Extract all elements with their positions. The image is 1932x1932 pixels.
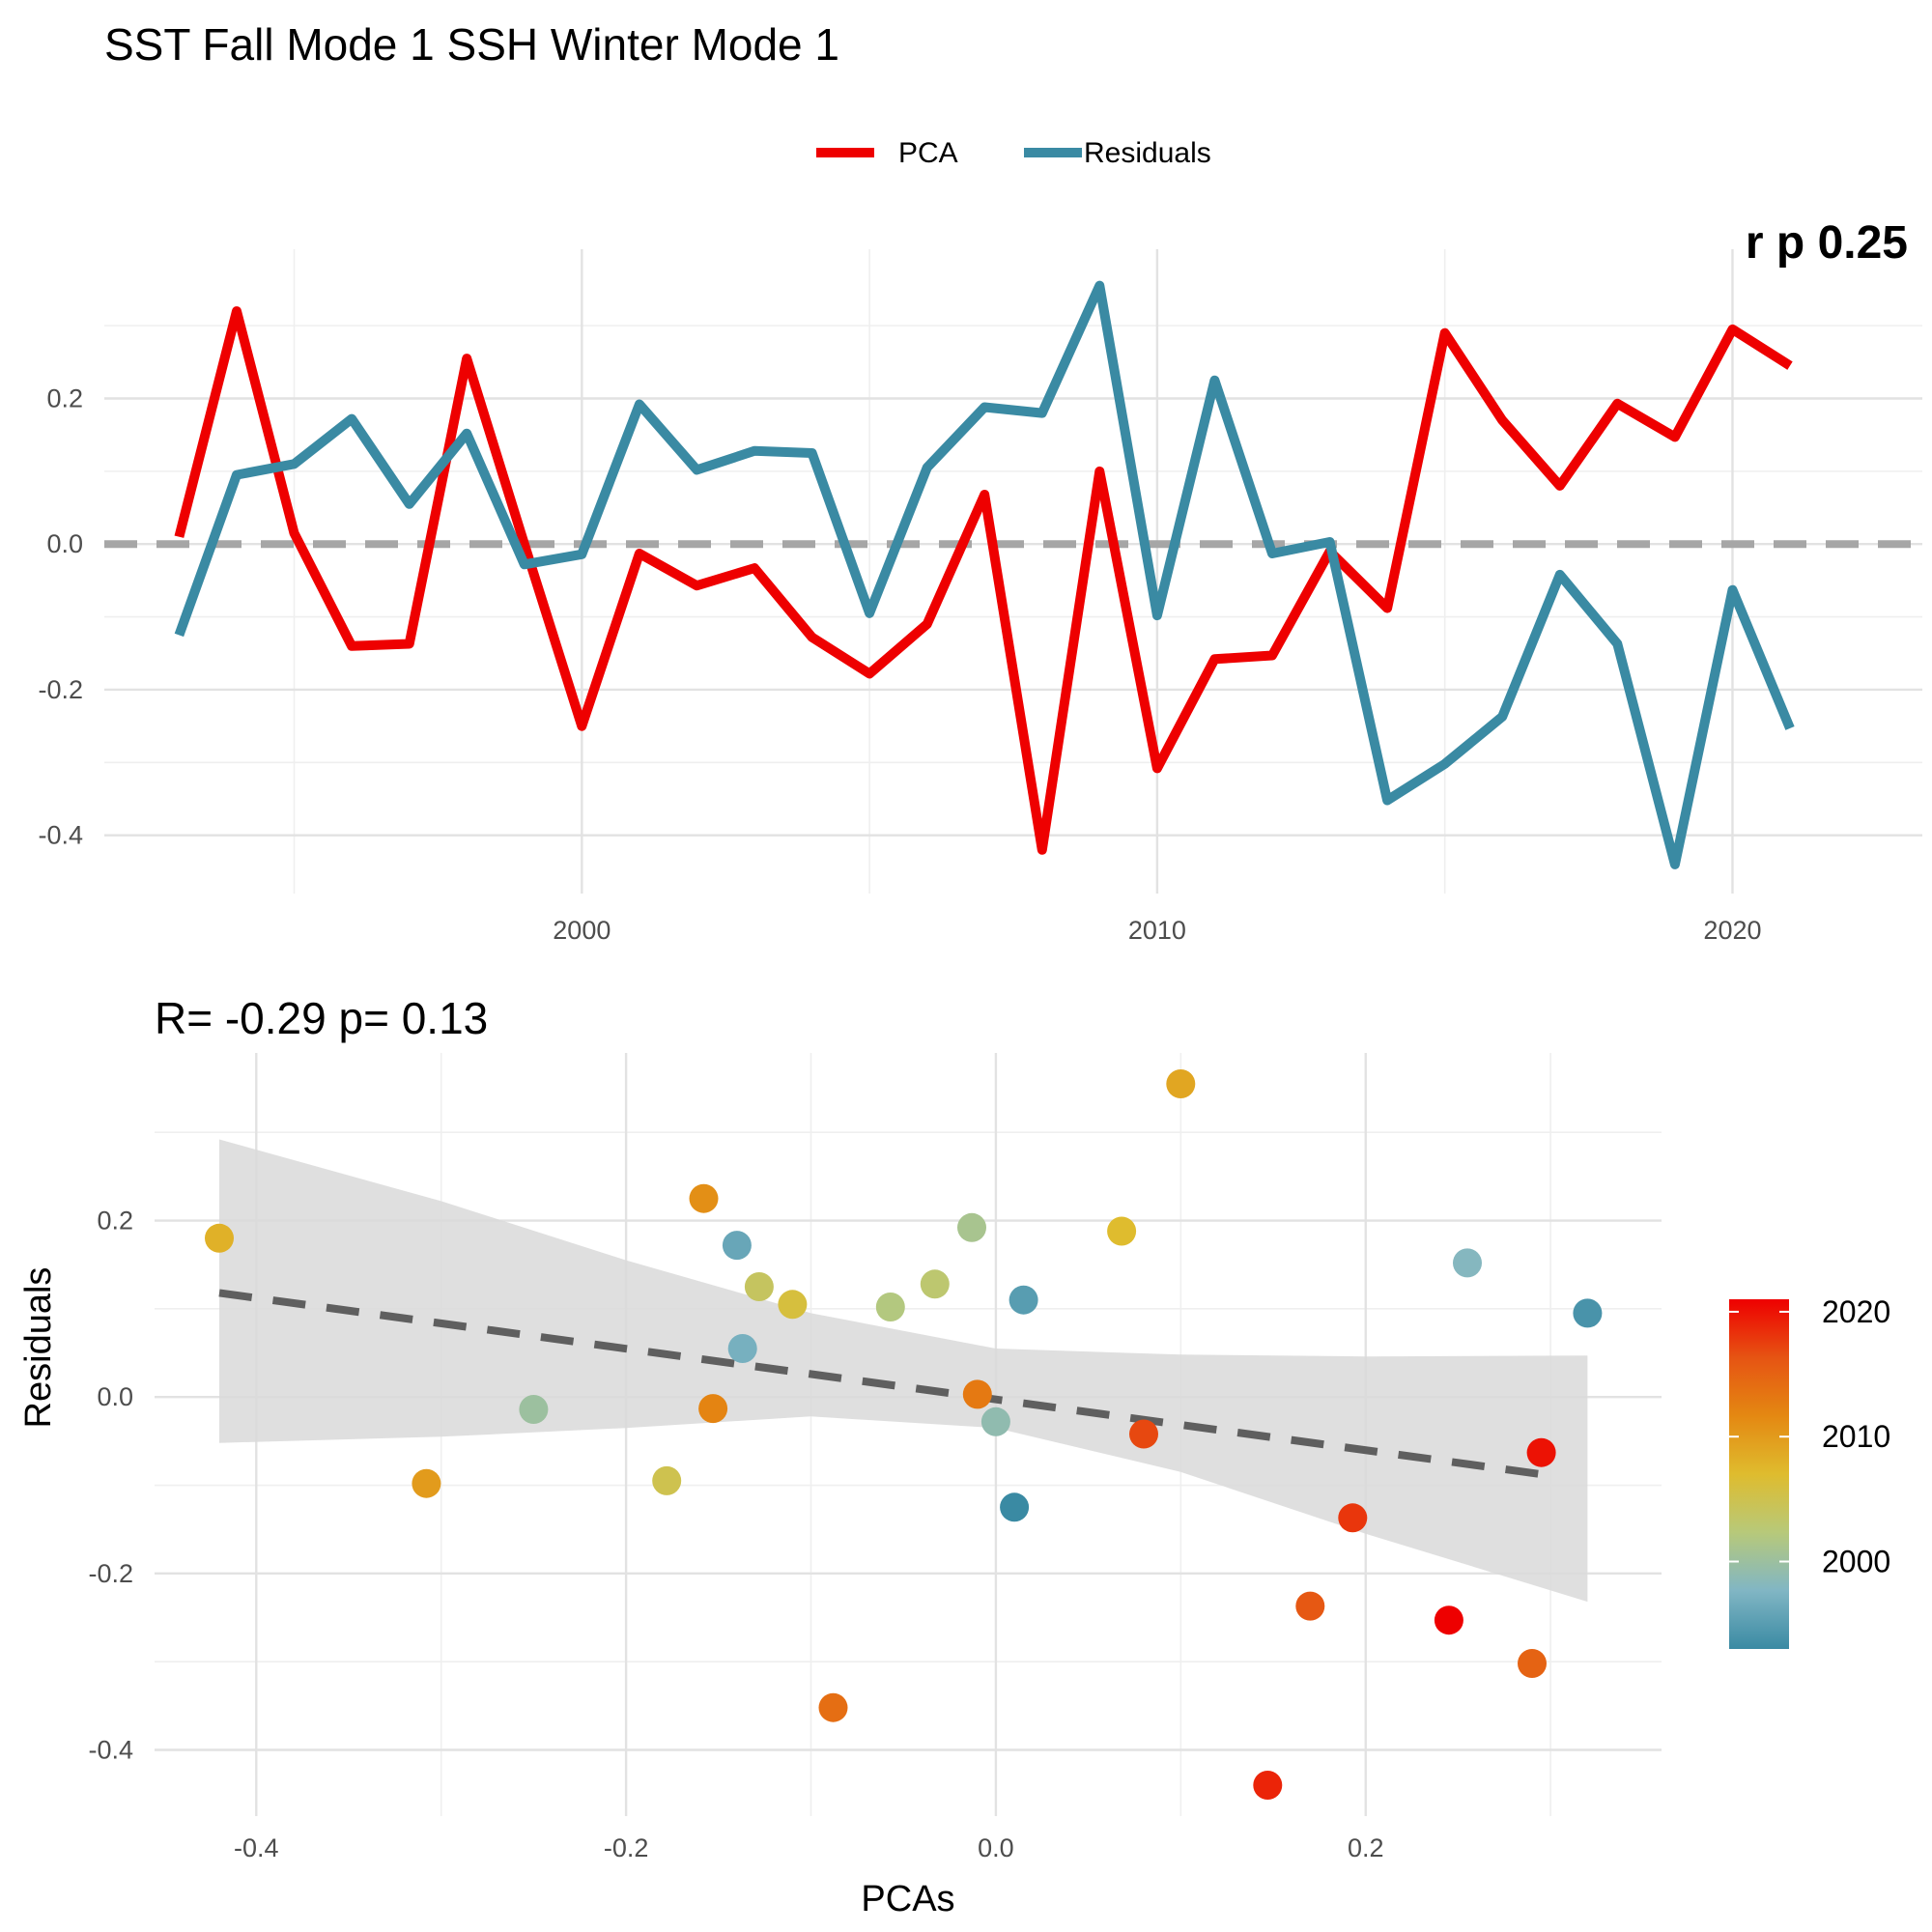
scatter-point — [519, 1395, 549, 1424]
scatter-point — [920, 1269, 950, 1299]
scatter-point — [1129, 1419, 1158, 1449]
scatter-point — [1573, 1298, 1603, 1328]
scatter-point — [1166, 1069, 1196, 1098]
scatter-point — [818, 1692, 848, 1722]
x-tick-label: 0.2 — [1348, 1833, 1384, 1862]
scatter-point — [1107, 1216, 1137, 1246]
x-tick-label: 0.0 — [978, 1833, 1014, 1862]
legend-residuals-label: Residuals — [1084, 137, 1211, 169]
corner-annotation: r p 0.25 — [1746, 217, 1908, 269]
line-legend: PCA Residuals — [816, 137, 1211, 169]
regression-fit-line — [218, 1289, 1551, 1480]
scatter-point — [722, 1231, 752, 1261]
scatter-point — [957, 1212, 986, 1242]
scatter-point — [205, 1223, 234, 1253]
line-series-group — [174, 280, 1795, 869]
y-tick-label: 0.0 — [46, 529, 83, 558]
y-tick-label: -0.4 — [88, 1736, 133, 1765]
scatter-point — [1453, 1248, 1482, 1278]
y-tick-label: 0.2 — [46, 384, 83, 413]
scatter-point — [778, 1290, 808, 1320]
x-tick-label: -0.4 — [234, 1833, 279, 1862]
confidence-band — [219, 1139, 1588, 1603]
scatter-point — [980, 1406, 1010, 1436]
colorbar-ticks: 2000 2010 2020 — [1729, 1294, 1890, 1579]
series-line-pca — [174, 306, 1793, 855]
y-tick-label: 0.2 — [97, 1207, 133, 1236]
colorbar-tick-label: 2010 — [1822, 1419, 1890, 1454]
scatter-chart-title: R= -0.29 p= 0.13 — [155, 993, 488, 1043]
scatter-chart: R= -0.29 p= 0.13 Residuals PCAs -0.4 -0.2… — [18, 993, 1890, 1919]
scatter-x-axis-label: PCAs — [861, 1879, 954, 1919]
y-tick-label: -0.2 — [38, 675, 83, 704]
x-tick-label: 2010 — [1128, 916, 1186, 945]
scatter-point — [1518, 1649, 1547, 1678]
series-line-residuals — [174, 280, 1795, 869]
scatter-point — [1526, 1437, 1556, 1467]
scatter-point — [689, 1183, 719, 1213]
x-tick-label: 2020 — [1703, 916, 1761, 945]
legend-pca-label: PCA — [898, 137, 958, 169]
line-chart: SST Fall Mode 1 SSH Winter Mode 1 r p 0.… — [38, 19, 1922, 945]
scatter-point — [875, 1293, 905, 1321]
scatter-point — [1009, 1285, 1038, 1315]
scatter-y-ticks: -0.4 -0.2 0.0 0.2 — [88, 1207, 133, 1765]
scatter-point — [1000, 1492, 1030, 1522]
colorbar-gradient — [1729, 1299, 1789, 1649]
x-tick-label: -0.2 — [604, 1833, 649, 1862]
scatter-point — [652, 1465, 682, 1495]
colorbar-tick-label: 2020 — [1822, 1294, 1890, 1329]
line-chart-grid — [104, 249, 1922, 894]
x-tick-label: 2000 — [553, 916, 611, 945]
line-chart-title: SST Fall Mode 1 SSH Winter Mode 1 — [104, 19, 839, 70]
colorbar-tick-label: 2000 — [1822, 1545, 1890, 1579]
scatter-point — [744, 1272, 774, 1301]
y-tick-label: 0.0 — [97, 1382, 133, 1411]
scatter-point — [727, 1334, 757, 1363]
scatter-point — [1338, 1503, 1368, 1533]
scatter-point — [412, 1468, 441, 1498]
line-chart-y-ticks: -0.4 -0.2 0.0 0.2 — [38, 384, 83, 850]
scatter-y-axis-label: Residuals — [18, 1267, 59, 1429]
scatter-point — [1295, 1591, 1325, 1621]
scatter-points — [205, 1069, 1603, 1800]
scatter-point — [962, 1379, 992, 1409]
y-tick-label: -0.4 — [38, 821, 83, 850]
y-tick-label: -0.2 — [88, 1559, 133, 1588]
scatter-point — [1253, 1771, 1283, 1800]
scatter-point — [698, 1394, 728, 1424]
year-colorbar: 2000 2010 2020 — [1729, 1294, 1890, 1649]
line-chart-x-ticks: 2000 2010 2020 — [553, 916, 1761, 945]
scatter-point — [1434, 1605, 1463, 1635]
scatter-x-ticks: -0.4 -0.2 0.0 0.2 — [234, 1833, 1384, 1862]
